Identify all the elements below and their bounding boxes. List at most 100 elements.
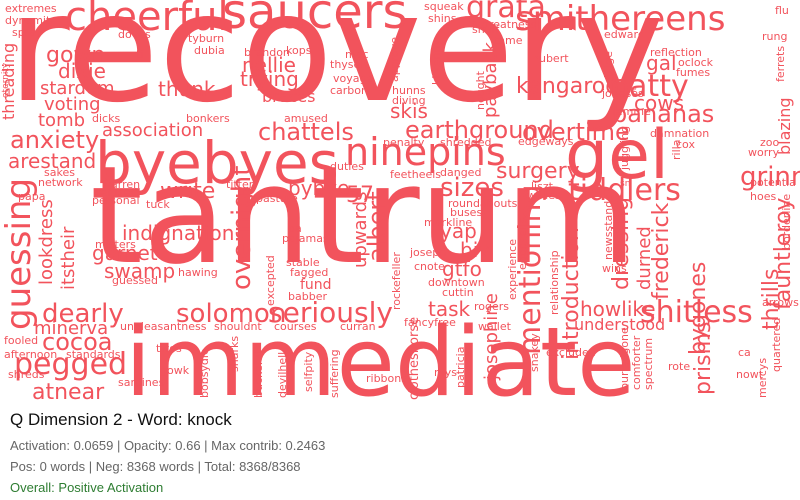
cloud-word: experience — [506, 239, 519, 300]
cloud-word: gown — [46, 43, 105, 68]
cloud-word: minerva — [34, 318, 108, 339]
cloud-word: snuff — [472, 23, 500, 36]
cloud-word: babber — [288, 290, 327, 303]
cloud-word: introduction — [559, 227, 584, 360]
cloud-word: courses — [274, 320, 317, 333]
cloud-word: standards — [66, 348, 121, 361]
cloud-word: titter — [226, 178, 254, 191]
cloud-word: edward — [604, 28, 645, 41]
cloud-word: shins — [428, 12, 457, 25]
cloud-word: biv — [460, 238, 490, 262]
cloud-word: network — [38, 176, 83, 189]
cloud-word: til — [136, 48, 146, 61]
cloud-word: excepted — [264, 255, 277, 306]
activation-stats: Activation: 0.0659 | Opacity: 0.66 | Max… — [10, 438, 326, 453]
cloud-word: relationship — [548, 250, 561, 315]
cloud-word: sharks — [228, 336, 241, 372]
cloud-word: yap — [440, 219, 477, 243]
cloud-word: refused — [96, 186, 137, 199]
cloud-word: fooled — [4, 334, 38, 347]
cloud-word: suffering — [328, 349, 341, 398]
cloud-word: warren — [102, 178, 140, 191]
cloud-word: write — [160, 179, 215, 204]
cloud-word: thyself — [330, 58, 368, 71]
cloud-word: shitless — [640, 295, 753, 330]
cloud-word: tame — [494, 34, 523, 47]
cloud-word: patricia — [454, 347, 467, 388]
cloud-word: mac — [345, 48, 369, 61]
cloud-word: rilla — [670, 140, 683, 160]
cloud-word: garnet — [92, 241, 158, 265]
cloud-word: 57 — [346, 183, 374, 208]
cloud-word: lookdress — [36, 199, 57, 285]
cloud-word: atnear — [32, 380, 105, 400]
cloud-word: afternoon — [4, 348, 57, 361]
cloud-word: surgery — [496, 159, 580, 184]
cloud-word: extremes — [5, 2, 57, 15]
cloud-word: albert — [363, 191, 391, 262]
cloud-word: brandon — [244, 46, 290, 59]
cloud-word: femme — [612, 105, 651, 118]
cloud-word: blazing — [775, 97, 794, 155]
cloud-word: dixie — [58, 59, 106, 83]
cloud-word: pegged — [14, 347, 127, 382]
cloud-word: ferrets — [774, 46, 787, 82]
cloud-word: wallet — [478, 320, 512, 333]
cloud-word: guessed — [112, 274, 158, 287]
cloud-word: devilhell — [276, 352, 289, 398]
cloud-word: buses — [450, 206, 482, 219]
cloud-word: gowk — [160, 364, 190, 377]
cloud-word: roundabouts — [448, 197, 518, 210]
cloud-word: prisms — [691, 322, 716, 395]
cloud-word: trying — [240, 67, 299, 91]
cloud-word: jonesés — [601, 87, 644, 100]
cloud-word: grinnin — [740, 162, 800, 192]
cloud-word: shouldnt — [214, 320, 262, 333]
cloud-word: arestand — [8, 149, 96, 173]
cloud-word: feetheels — [390, 168, 441, 181]
cloud-word: markline — [424, 216, 472, 229]
cloud-word: tyburn — [188, 32, 224, 45]
cloud-word: understood — [574, 315, 665, 334]
cloud-word: eggshells — [516, 218, 529, 270]
cloud-word: howlike — [580, 297, 656, 321]
cloud-word: kangaroo — [516, 74, 619, 99]
cloud-word: earthground — [405, 116, 554, 144]
cloud-word: gal — [646, 51, 677, 75]
cloud-word: downtown — [428, 276, 485, 289]
cloud-word: solomon — [176, 299, 286, 329]
cloud-word: hubert — [532, 52, 569, 65]
cloud-word: twos — [156, 342, 182, 355]
cloud-word: gel — [565, 116, 669, 195]
cloud-word: misters — [95, 238, 136, 251]
cloud-word: task — [428, 297, 471, 321]
cloud-word: fund — [300, 277, 332, 293]
cloud-word: tantrum — [90, 137, 637, 294]
cloud-word: nowt — [736, 368, 764, 381]
cloud-word: pasture — [256, 192, 298, 205]
cloud-word: doves — [118, 28, 151, 41]
cloud-word: buriedgone — [618, 327, 631, 390]
cloud-word: newsstands — [602, 195, 615, 260]
cloud-word: association — [102, 120, 203, 141]
cloud-word: diving — [392, 94, 426, 107]
cloud-word: rockefeller — [390, 252, 403, 310]
cloud-word: oclock — [678, 56, 714, 69]
cloud-word: cocoa — [42, 328, 112, 356]
cloud-word: hawing — [178, 266, 218, 279]
cloud-word: approve — [388, 37, 401, 82]
cloud-word: overnight — [227, 166, 257, 290]
cloud-word: seriously — [268, 296, 393, 329]
cloud-word: tiddlers — [568, 173, 681, 208]
cloud-word: curran — [340, 320, 376, 333]
cloud-word: liszt — [531, 180, 554, 193]
cloud-word: saucers — [222, 0, 408, 40]
cloud-word: excluded — [546, 346, 596, 359]
cloud-word: itstheir — [58, 226, 79, 290]
cloud-word: selfpity — [302, 351, 315, 392]
cloud-word: personal — [92, 194, 140, 207]
cloud-word: rote — [668, 360, 690, 373]
cloud-word: potentia — [750, 176, 796, 189]
cloud-word: rung — [762, 30, 787, 43]
cloud-word: dicks — [92, 112, 120, 125]
